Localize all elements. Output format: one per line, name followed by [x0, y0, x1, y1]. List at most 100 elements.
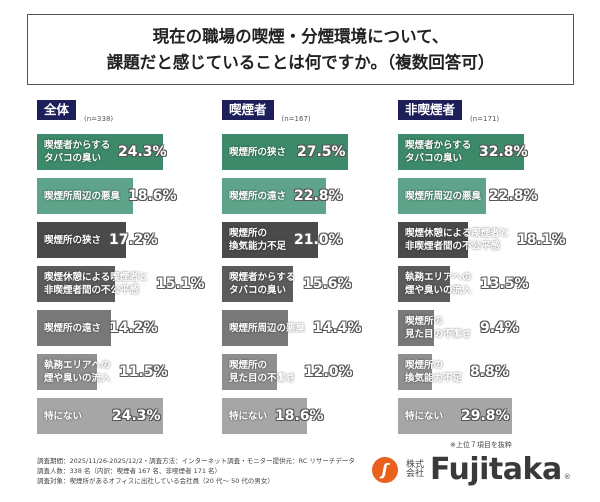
data-label: 22.8%: [489, 188, 538, 204]
logo-reg: ®: [563, 472, 571, 481]
bar: [37, 134, 163, 170]
bar-label: 喫煙休憩による喫煙者と 非喫煙者間の不公平感: [405, 228, 510, 252]
bar-row: 喫煙所の狭さ 27.5%: [222, 134, 412, 170]
data-label: 8.8%: [470, 364, 509, 380]
bar: [222, 310, 288, 346]
data-label: 21.0%: [294, 232, 343, 248]
bar-label: 喫煙所の 見た目の不潔さ: [229, 360, 296, 384]
data-label: 17.2%: [109, 232, 158, 248]
data-label: 14.4%: [313, 320, 362, 336]
bar: [398, 222, 468, 258]
data-label: 11.5%: [119, 364, 168, 380]
panel-title: 全体: [37, 100, 77, 120]
chart-panel: 全体 (n=338) 喫煙者からする タバコの臭い 24.3% 喫煙所周辺の悪臭 …: [37, 100, 207, 434]
data-label: 18.6%: [275, 408, 324, 424]
data-label: 24.3%: [118, 144, 167, 160]
bar-label: 喫煙所周辺の悪臭: [44, 190, 121, 202]
sample-size: (n=338): [84, 115, 114, 123]
logo-mark-icon: ʃ: [372, 456, 398, 483]
bar-row: 喫煙所周辺の悪臭 22.8%: [398, 178, 588, 214]
bar-row: 喫煙者からする タバコの臭い 15.6%: [222, 266, 412, 302]
chart-panel: 非喫煙者 (n=171) 喫煙者からする タバコの臭い 32.8% 喫煙所周辺の悪…: [398, 100, 568, 434]
bar: [222, 398, 308, 434]
logo-kabushiki: 株式会社: [406, 459, 425, 479]
data-label: 14.2%: [109, 320, 158, 336]
bar-label: 喫煙所周辺の悪臭: [405, 190, 482, 202]
bar-label: 喫煙所周辺の悪臭: [229, 322, 306, 334]
footer-line: 調査期間：2025/11/26-2025/12/2・調査方法：インターネット調査…: [37, 457, 355, 465]
data-label: 9.4%: [480, 320, 519, 336]
bar: [222, 222, 319, 258]
data-label: 29.8%: [461, 408, 510, 424]
bar-row: 喫煙所の狭さ 17.2%: [37, 222, 227, 258]
bar: [222, 134, 348, 170]
data-label: 12.0%: [304, 364, 353, 380]
bar-label: 特にない: [44, 410, 83, 422]
bar-row: 喫煙所の 換気能力不足 21.0%: [222, 222, 412, 258]
bar-label: 喫煙所の遠さ: [229, 190, 287, 202]
data-label: 32.8%: [479, 144, 528, 160]
data-label: 18.1%: [517, 232, 566, 248]
bar-row: 喫煙所の 見た目の不潔さ 9.4%: [398, 310, 588, 346]
bar-label: 執務エリアへの 煙や臭いの流入: [44, 360, 111, 384]
bar-label: 喫煙所の 換気能力不足: [229, 228, 287, 252]
bar-label: 執務エリアへの 煙や臭いの流入: [405, 272, 472, 296]
title-line: 現在の職場の喫煙・分煙環境について、: [152, 26, 449, 46]
bar-row: 喫煙休憩による喫煙者と 非喫煙者間の不公平感 15.1%: [37, 266, 227, 302]
bar-row: 喫煙所の遠さ 14.2%: [37, 310, 227, 346]
bar-row: 喫煙所の遠さ 22.8%: [222, 178, 412, 214]
bar-label: 特にない: [229, 410, 268, 422]
bar: [398, 134, 524, 170]
data-label: 18.6%: [128, 188, 177, 204]
bar-row: 特にない 24.3%: [37, 398, 227, 434]
bar-label: 喫煙所の 見た目の不潔さ: [405, 316, 472, 340]
bar-label: 喫煙者からする タバコの臭い: [229, 272, 296, 296]
bar-label: 喫煙者からする タバコの臭い: [405, 140, 472, 164]
bar-row: 特にない 18.6%: [222, 398, 412, 434]
footer-line: 調査人数：338 名（内訳：喫煙者 167 名、非喫煙者 171 名）: [37, 467, 222, 475]
panel-header: 非喫煙者 (n=171): [398, 100, 568, 123]
panel-header: 喫煙者 (n=167): [222, 100, 392, 123]
sample-size: (n=167): [281, 115, 311, 123]
company-logo: ʃ 株式会社 Fujitaka ®: [372, 452, 571, 487]
bar-row: 喫煙所の 換気能力不足 8.8%: [398, 354, 588, 390]
bar-row: 喫煙者からする タバコの臭い 32.8%: [398, 134, 588, 170]
bar: [222, 266, 294, 302]
bar: [398, 178, 486, 214]
bar: [398, 266, 450, 302]
bar: [398, 354, 432, 390]
bar-row: 特にない 29.8%: [398, 398, 588, 434]
bar-label: 喫煙所の 換気能力不足: [405, 360, 463, 384]
bar: [398, 398, 513, 434]
panel-title: 喫煙者: [222, 100, 274, 120]
bar: [37, 354, 97, 390]
bar: [37, 266, 116, 302]
note: ※上位７項目を抜粋: [450, 441, 512, 449]
bar: [398, 310, 435, 346]
bar-row: 喫煙所の 見た目の不潔さ 12.0%: [222, 354, 412, 390]
data-label: 15.1%: [156, 276, 205, 292]
bar-label: 喫煙者からする タバコの臭い: [44, 140, 111, 164]
logo-brand: Fujitaka: [430, 452, 562, 487]
bar: [37, 178, 134, 214]
bar-label: 喫煙所の狭さ: [44, 234, 102, 246]
data-label: 24.3%: [112, 408, 161, 424]
chart-panel: 喫煙者 (n=167) 喫煙所の狭さ 27.5% 喫煙所の遠さ 22.8% 喫煙所…: [222, 100, 392, 434]
data-label: 27.5%: [297, 144, 346, 160]
sample-size: (n=171): [470, 115, 500, 123]
bar-label: 喫煙所の狭さ: [229, 146, 287, 158]
footer-line: 調査対象：喫煙所があるオフィスに出社している会社員（20 代〜 50 代の男女）: [37, 477, 274, 485]
bar-row: 執務エリアへの 煙や臭いの流入 13.5%: [398, 266, 588, 302]
bar-row: 喫煙所周辺の悪臭 14.4%: [222, 310, 412, 346]
bar-row: 喫煙者からする タバコの臭い 24.3%: [37, 134, 227, 170]
data-label: 13.5%: [480, 276, 529, 292]
bar-label: 喫煙所の遠さ: [44, 322, 102, 334]
bar-row: 喫煙休憩による喫煙者と 非喫煙者間の不公平感 18.1%: [398, 222, 588, 258]
bar-label: 喫煙休憩による喫煙者と 非喫煙者間の不公平感: [44, 272, 149, 296]
panel-header: 全体 (n=338): [37, 100, 207, 123]
bar: [37, 310, 111, 346]
bar: [222, 354, 277, 390]
bar-label: 特にない: [405, 410, 444, 422]
chart-title: 現在の職場の喫煙・分煙環境について、 課題だと感じていることは何ですか。（複数回…: [27, 14, 574, 85]
survey-footer: 調査期間：2025/11/26-2025/12/2・調査方法：インターネット調査…: [37, 456, 355, 486]
